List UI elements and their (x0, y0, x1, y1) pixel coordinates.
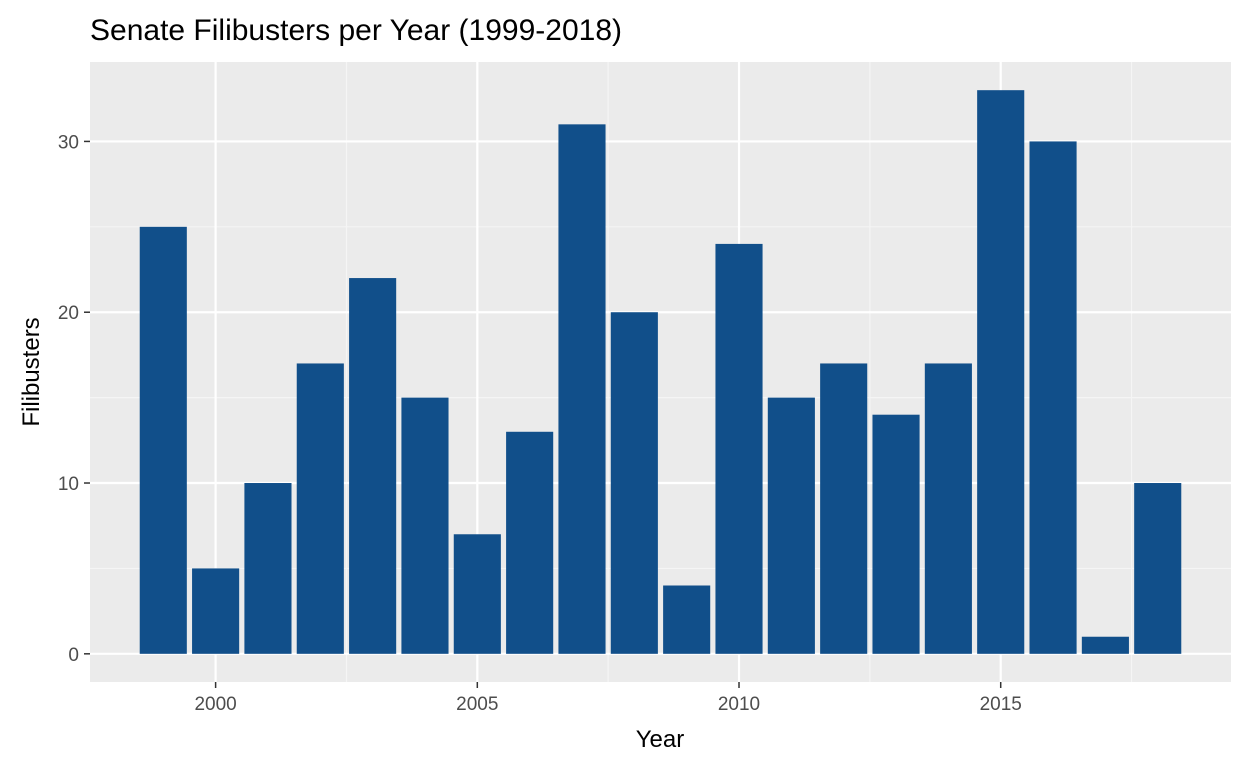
bar-2010 (715, 243, 763, 654)
bar-2000 (192, 568, 240, 654)
bar-2001 (244, 483, 292, 654)
x-tick-label: 2000 (194, 694, 236, 715)
y-tick-label: 10 (58, 474, 79, 495)
bar-2013 (872, 414, 920, 654)
bar-2016 (1029, 141, 1077, 654)
bar-1999 (139, 226, 187, 654)
bar-2005 (453, 534, 501, 654)
y-tick-label: 20 (58, 303, 79, 324)
bar-2011 (767, 397, 815, 654)
x-tick-label: 2010 (718, 694, 760, 715)
bar-2004 (401, 397, 449, 654)
bar-2009 (663, 585, 711, 654)
x-tick-label: 2005 (456, 694, 498, 715)
y-axis-title: Filibusters (18, 317, 45, 426)
bar-2018 (1134, 483, 1182, 654)
bar-2006 (506, 431, 554, 654)
bar-2015 (977, 90, 1025, 654)
bar-2008 (610, 312, 658, 654)
bar-2012 (820, 363, 868, 654)
y-tick-label: 30 (58, 132, 79, 153)
x-tick-label: 2015 (980, 694, 1022, 715)
chart-title: Senate Filibusters per Year (1999-2018) (90, 14, 622, 47)
y-tick-label: 0 (68, 645, 79, 666)
x-axis-title: Year (636, 726, 685, 753)
bar-2007 (558, 124, 606, 654)
bar-2014 (924, 363, 972, 654)
bar-2017 (1081, 636, 1129, 654)
axis-ticks: 0 10 20 30 2000 2005 2010 2015 (58, 132, 1022, 715)
bar-2003 (349, 278, 397, 654)
bar-2002 (296, 363, 344, 654)
bars (139, 90, 1182, 654)
